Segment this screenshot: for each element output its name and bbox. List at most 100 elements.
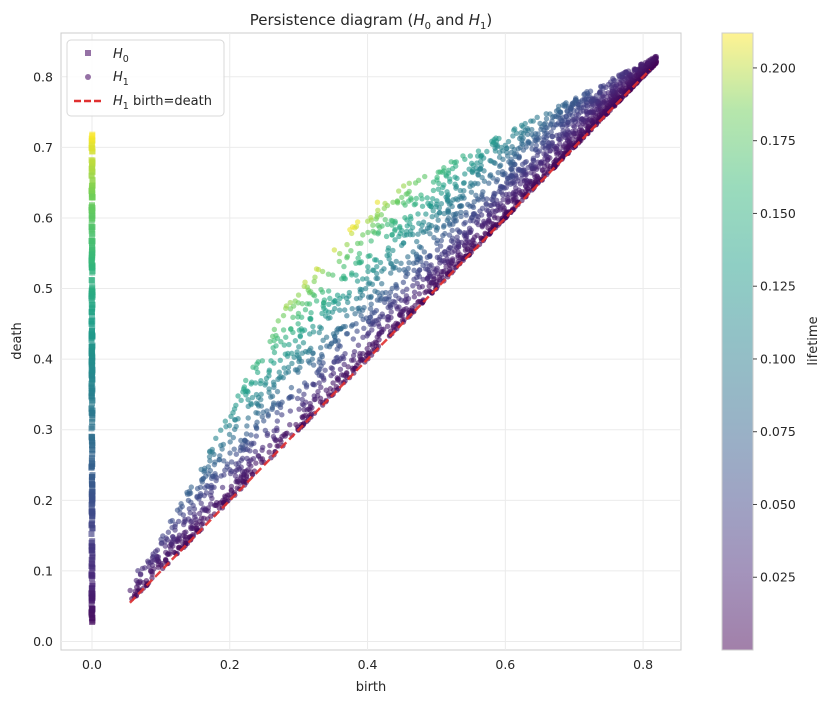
h1-point xyxy=(525,138,531,145)
h1-point xyxy=(327,386,333,392)
h1-point xyxy=(231,416,238,423)
h1-point xyxy=(389,285,395,292)
h1-point xyxy=(269,333,276,340)
h1-point xyxy=(416,244,423,250)
h1-point xyxy=(294,395,301,402)
h1-point xyxy=(355,360,361,366)
h1-point xyxy=(519,161,526,168)
h1-point xyxy=(253,460,259,466)
h1-point xyxy=(353,295,360,302)
colorbar-gradient xyxy=(722,33,753,650)
h1-point xyxy=(321,297,328,303)
h1-point xyxy=(235,393,241,399)
colorbar-label: lifetime xyxy=(806,316,821,365)
h1-point xyxy=(307,400,313,407)
h1-point xyxy=(450,197,456,203)
h1-point xyxy=(349,306,355,312)
y-axis-label: death xyxy=(10,322,25,360)
h1-point xyxy=(495,169,501,176)
h1-point xyxy=(482,230,488,236)
h1-point xyxy=(381,205,387,212)
h1-point xyxy=(537,120,543,127)
h1-point xyxy=(245,396,251,403)
h1-point xyxy=(146,564,152,570)
h1-point xyxy=(299,396,305,403)
h0-point xyxy=(88,264,95,271)
h1-point xyxy=(332,305,338,312)
h0-point xyxy=(88,328,95,335)
h1-point xyxy=(438,237,444,244)
h1-point xyxy=(150,551,156,557)
h1-point xyxy=(268,358,274,364)
h1-point xyxy=(311,278,317,285)
h1-point xyxy=(400,200,407,206)
h1-point xyxy=(405,254,411,260)
h0-point xyxy=(88,193,95,200)
h1-point xyxy=(415,299,421,305)
h1-point xyxy=(478,235,484,241)
h0-point xyxy=(89,447,96,454)
h1-point xyxy=(375,207,381,213)
h1-point xyxy=(564,127,571,133)
h1-point xyxy=(372,257,378,263)
y-axis-ticks: 0.0 0.1 0.2 0.3 0.4 0.5 0.6 0.7 0.8 xyxy=(33,69,53,649)
h0-point xyxy=(88,477,95,484)
h1-point xyxy=(204,482,210,489)
h1-point xyxy=(543,116,550,122)
h1-point xyxy=(402,215,408,221)
h1-point xyxy=(378,280,385,287)
h1-point xyxy=(301,380,308,386)
h1-point xyxy=(274,388,281,395)
y-tick-label: 0.1 xyxy=(33,563,53,578)
h1-point xyxy=(360,334,366,340)
h1-point xyxy=(288,326,294,332)
h1-point xyxy=(528,161,535,168)
h0-point xyxy=(89,561,96,568)
x-axis-ticks: 0.0 0.2 0.4 0.6 0.8 xyxy=(82,657,653,672)
h1-point xyxy=(486,217,492,223)
h1-point xyxy=(334,375,340,381)
h1-point xyxy=(336,250,343,257)
h1-point xyxy=(267,442,273,449)
h1-point xyxy=(418,192,424,198)
h1-point xyxy=(560,102,566,108)
h1-point xyxy=(388,270,394,276)
h1-point xyxy=(491,190,497,197)
h0-point xyxy=(88,509,95,516)
h1-point xyxy=(285,364,292,371)
h1-point xyxy=(481,218,487,225)
h1-point xyxy=(233,451,240,457)
h1-point xyxy=(385,245,392,251)
h1-point xyxy=(315,388,321,395)
h1-point xyxy=(248,379,255,385)
h0-point xyxy=(89,538,96,545)
h1-point xyxy=(198,500,204,506)
h1-point xyxy=(266,373,272,379)
h1-point xyxy=(296,344,302,350)
h1-point xyxy=(175,544,182,551)
h1-point xyxy=(379,311,385,317)
h1-point xyxy=(416,220,422,227)
h1-point xyxy=(318,286,324,293)
h1-point xyxy=(529,131,535,138)
h1-point xyxy=(403,293,410,299)
h1-point xyxy=(553,108,560,114)
h1-point xyxy=(427,230,433,237)
h1-point xyxy=(194,485,201,492)
h1-point xyxy=(278,339,284,345)
h1-point xyxy=(420,262,426,269)
h1-point xyxy=(457,203,463,209)
h1-point xyxy=(328,365,334,371)
h1-point xyxy=(368,238,374,244)
h1-point xyxy=(496,149,503,156)
h0-point xyxy=(88,172,95,179)
h1-point xyxy=(631,66,638,72)
h1-point xyxy=(238,473,244,479)
h1-point xyxy=(540,144,546,150)
h1-point xyxy=(233,423,239,430)
h1-point xyxy=(400,183,407,189)
h1-point xyxy=(268,394,274,400)
h1-point xyxy=(249,394,256,401)
h1-point xyxy=(560,128,566,134)
h1-point xyxy=(222,418,229,424)
